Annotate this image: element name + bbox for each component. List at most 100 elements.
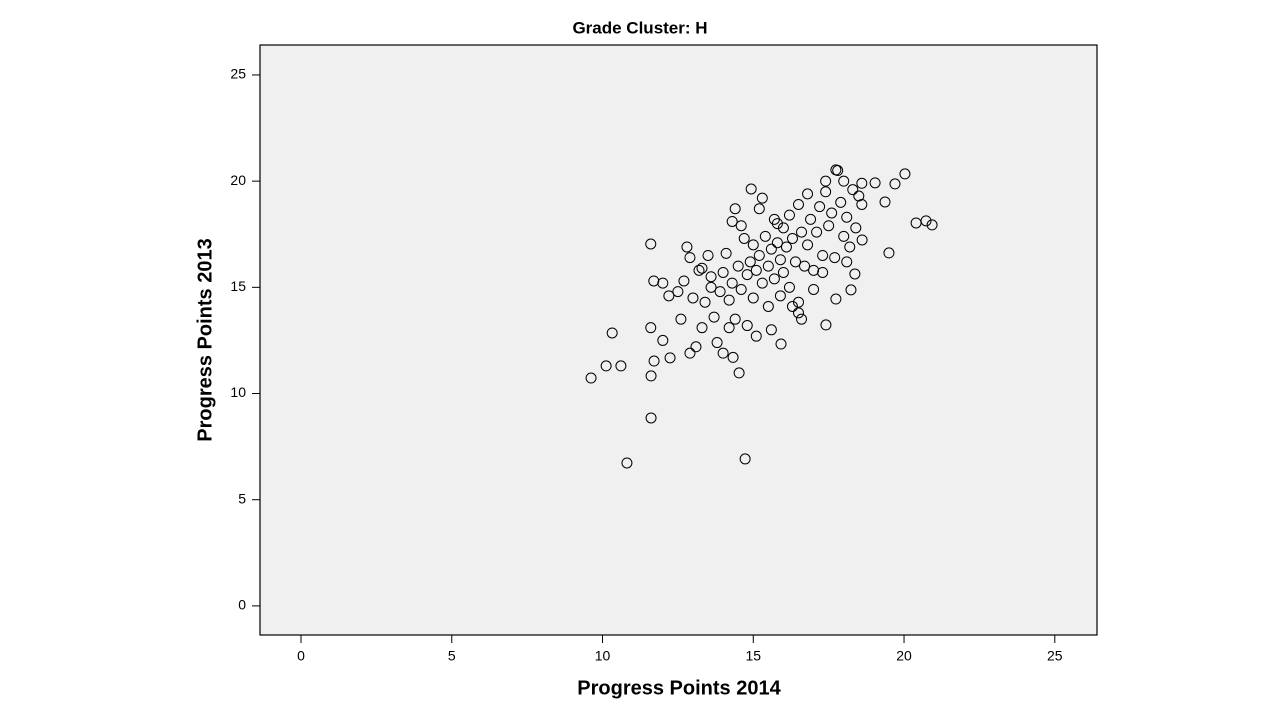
point [805,213,817,225]
point [838,175,850,187]
point [657,334,669,346]
point [856,177,868,189]
point [802,239,814,251]
point [699,296,711,308]
point [664,352,676,364]
x-tick-label: 5 [448,648,456,664]
y-tick-label: 15 [230,278,246,294]
point [771,237,783,249]
point [717,347,729,359]
y-tick-label: 10 [230,384,246,400]
point [615,360,627,372]
point [711,337,723,349]
point [786,300,798,312]
point [717,266,729,278]
point [585,372,597,384]
point [811,226,823,238]
point [802,188,814,200]
point [783,281,795,293]
point [899,168,911,180]
point [723,322,735,334]
point [841,256,853,268]
point [741,320,753,332]
point [765,243,777,255]
y-tick-label: 0 [238,597,246,613]
point [747,239,759,251]
point [702,249,714,261]
point [771,218,783,230]
point [735,283,747,295]
point [869,177,881,189]
point [817,249,829,261]
point [705,271,717,283]
point [793,296,805,308]
x-tick-label: 0 [297,648,305,664]
chart-title: Grade Cluster: H [572,18,707,37]
point [756,277,768,289]
point [814,201,826,213]
point [723,294,735,306]
point [796,226,808,238]
point [648,275,660,287]
point [720,247,732,259]
point [793,307,805,319]
point [606,327,618,339]
point [762,260,774,272]
point [817,266,829,278]
point [777,266,789,278]
point [838,230,850,242]
point [750,264,762,276]
point [753,203,765,215]
point [738,232,750,244]
point [786,232,798,244]
x-tick-label: 15 [745,648,761,664]
point [768,273,780,285]
point [832,165,844,177]
point [820,319,832,331]
point [600,360,612,372]
point [765,324,777,336]
point [750,330,762,342]
point [672,286,684,298]
point [829,252,841,264]
point [714,286,726,298]
point [849,268,861,280]
point [789,256,801,268]
point [847,184,859,196]
point [648,355,660,367]
point [684,347,696,359]
point [826,207,838,219]
point [684,252,696,264]
y-tick-label: 5 [238,490,246,506]
point [726,215,738,227]
x-tick-label: 10 [595,648,611,664]
point [835,196,847,208]
point [696,262,708,274]
point [762,300,774,312]
point [747,292,759,304]
point [735,220,747,232]
point [845,284,857,296]
point [856,198,868,210]
point [687,292,699,304]
point [621,457,633,469]
point [799,260,811,272]
point [705,281,717,293]
point [780,241,792,253]
point [741,269,753,281]
point [774,254,786,266]
point [823,220,835,232]
point [675,313,687,325]
plot-area [259,44,1098,636]
point [727,351,739,363]
point [844,241,856,253]
point [745,183,757,195]
point [690,341,702,353]
point [879,196,891,208]
point [820,175,832,187]
x-axis-label: Progress Points 2014 [577,677,781,699]
y-tick-label: 20 [230,172,246,188]
point [678,275,690,287]
point [775,338,787,350]
point [693,264,705,276]
